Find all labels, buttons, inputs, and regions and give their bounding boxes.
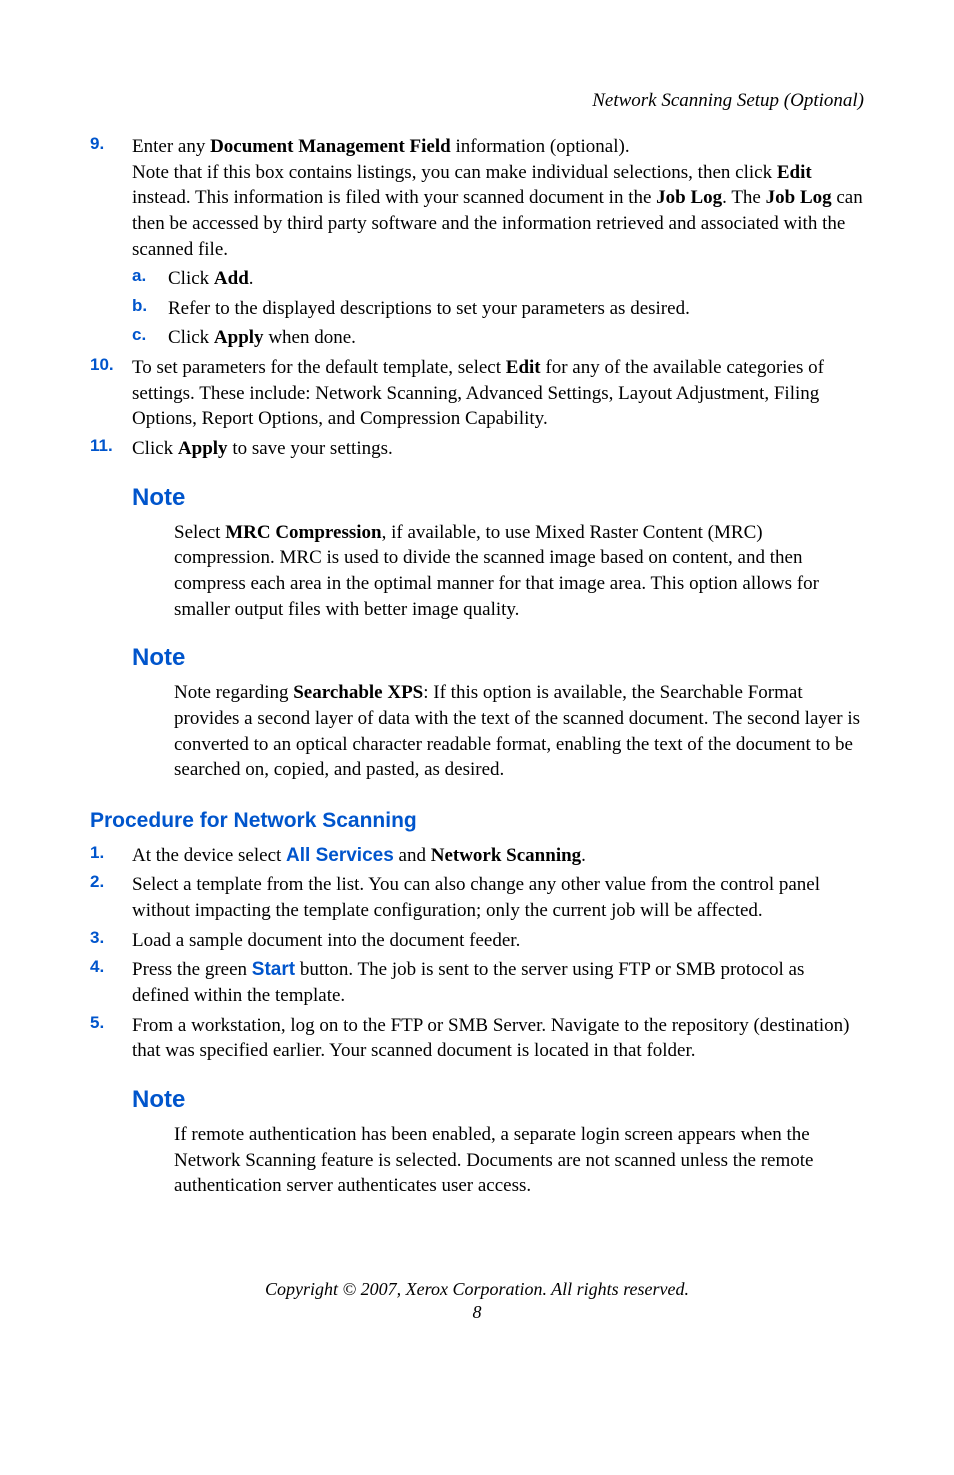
substep-text: Click Add. <box>168 266 864 292</box>
text: Note that if this box contains listings,… <box>132 162 777 183</box>
substep-text: Click Apply when done. <box>168 325 864 351</box>
note-heading: Note <box>132 644 864 672</box>
term-job-log: Job Log <box>766 187 832 208</box>
step-number: 11. <box>90 436 132 462</box>
note-body: Select MRC Compression, if available, to… <box>174 520 864 623</box>
proc-step-4: 4. Press the green Start button. The job… <box>90 957 864 1008</box>
text: Enter any <box>132 136 210 157</box>
note-body: If remote authentication has been enable… <box>174 1122 864 1199</box>
substep-text: Refer to the displayed descriptions to s… <box>168 296 864 322</box>
running-header: Network Scanning Setup (Optional) <box>90 90 864 112</box>
text: Click <box>132 438 178 459</box>
term-edit: Edit <box>506 357 541 378</box>
term-add: Add <box>214 268 249 289</box>
text: instead. This information is filed with … <box>132 187 656 208</box>
note-body: Note regarding Searchable XPS: If this o… <box>174 680 864 783</box>
step-9c: c. Click Apply when done. <box>132 325 864 351</box>
proc-step-5: 5. From a workstation, log on to the FTP… <box>90 1013 864 1064</box>
page-number: 8 <box>90 1302 864 1323</box>
term-job-log: Job Log <box>656 187 722 208</box>
term-mrc-compression: MRC Compression <box>225 522 381 543</box>
step-text: At the device select All Services and Ne… <box>132 843 864 869</box>
text: to save your settings. <box>228 438 393 459</box>
step-number: 9. <box>90 134 132 262</box>
term-apply: Apply <box>214 327 264 348</box>
text: To set parameters for the default templa… <box>132 357 506 378</box>
step-number: 2. <box>90 872 132 923</box>
text: Click <box>168 268 214 289</box>
step-number: 4. <box>90 957 132 1008</box>
substep-letter: b. <box>132 296 168 322</box>
text: . The <box>722 187 765 208</box>
section-heading-procedure: Procedure for Network Scanning <box>90 809 864 833</box>
term-edit: Edit <box>777 162 812 183</box>
term-apply: Apply <box>178 438 228 459</box>
ui-start-button: Start <box>252 959 295 980</box>
text: Note regarding <box>174 682 293 703</box>
ui-all-services: All Services <box>286 845 394 866</box>
text: Click <box>168 327 214 348</box>
step-text: To set parameters for the default templa… <box>132 355 864 432</box>
substep-letter: c. <box>132 325 168 351</box>
text: . <box>249 268 254 289</box>
text: Select <box>174 522 225 543</box>
substep-letter: a. <box>132 266 168 292</box>
text: At the device select <box>132 845 286 866</box>
term-document-management-field: Document Management Field <box>210 136 451 157</box>
step-10: 10. To set parameters for the default te… <box>90 355 864 432</box>
text: when done. <box>264 327 356 348</box>
text: Press the green <box>132 959 252 980</box>
text: information (optional). <box>451 136 630 157</box>
proc-step-1: 1. At the device select All Services and… <box>90 843 864 869</box>
note-heading: Note <box>132 1086 864 1114</box>
text: and <box>394 845 431 866</box>
step-text: From a workstation, log on to the FTP or… <box>132 1013 864 1064</box>
step-text: Press the green Start button. The job is… <box>132 957 864 1008</box>
proc-step-3: 3. Load a sample document into the docum… <box>90 928 864 954</box>
step-text: Select a template from the list. You can… <box>132 872 864 923</box>
step-text: Click Apply to save your settings. <box>132 436 864 462</box>
step-number: 3. <box>90 928 132 954</box>
proc-step-2: 2. Select a template from the list. You … <box>90 872 864 923</box>
step-text: Enter any Document Management Field info… <box>132 134 864 262</box>
term-searchable-xps: Searchable XPS <box>293 682 423 703</box>
term-network-scanning: Network Scanning <box>431 845 581 866</box>
step-9b: b. Refer to the displayed descriptions t… <box>132 296 864 322</box>
text: . <box>581 845 586 866</box>
footer-copyright: Copyright © 2007, Xerox Corporation. All… <box>90 1279 864 1300</box>
step-number: 5. <box>90 1013 132 1064</box>
page-container: Network Scanning Setup (Optional) 9. Ent… <box>0 0 954 1363</box>
step-number: 10. <box>90 355 132 432</box>
step-11: 11. Click Apply to save your settings. <box>90 436 864 462</box>
step-9: 9. Enter any Document Management Field i… <box>90 134 864 262</box>
step-number: 1. <box>90 843 132 869</box>
step-text: Load a sample document into the document… <box>132 928 864 954</box>
step-9a: a. Click Add. <box>132 266 864 292</box>
note-heading: Note <box>132 484 864 512</box>
